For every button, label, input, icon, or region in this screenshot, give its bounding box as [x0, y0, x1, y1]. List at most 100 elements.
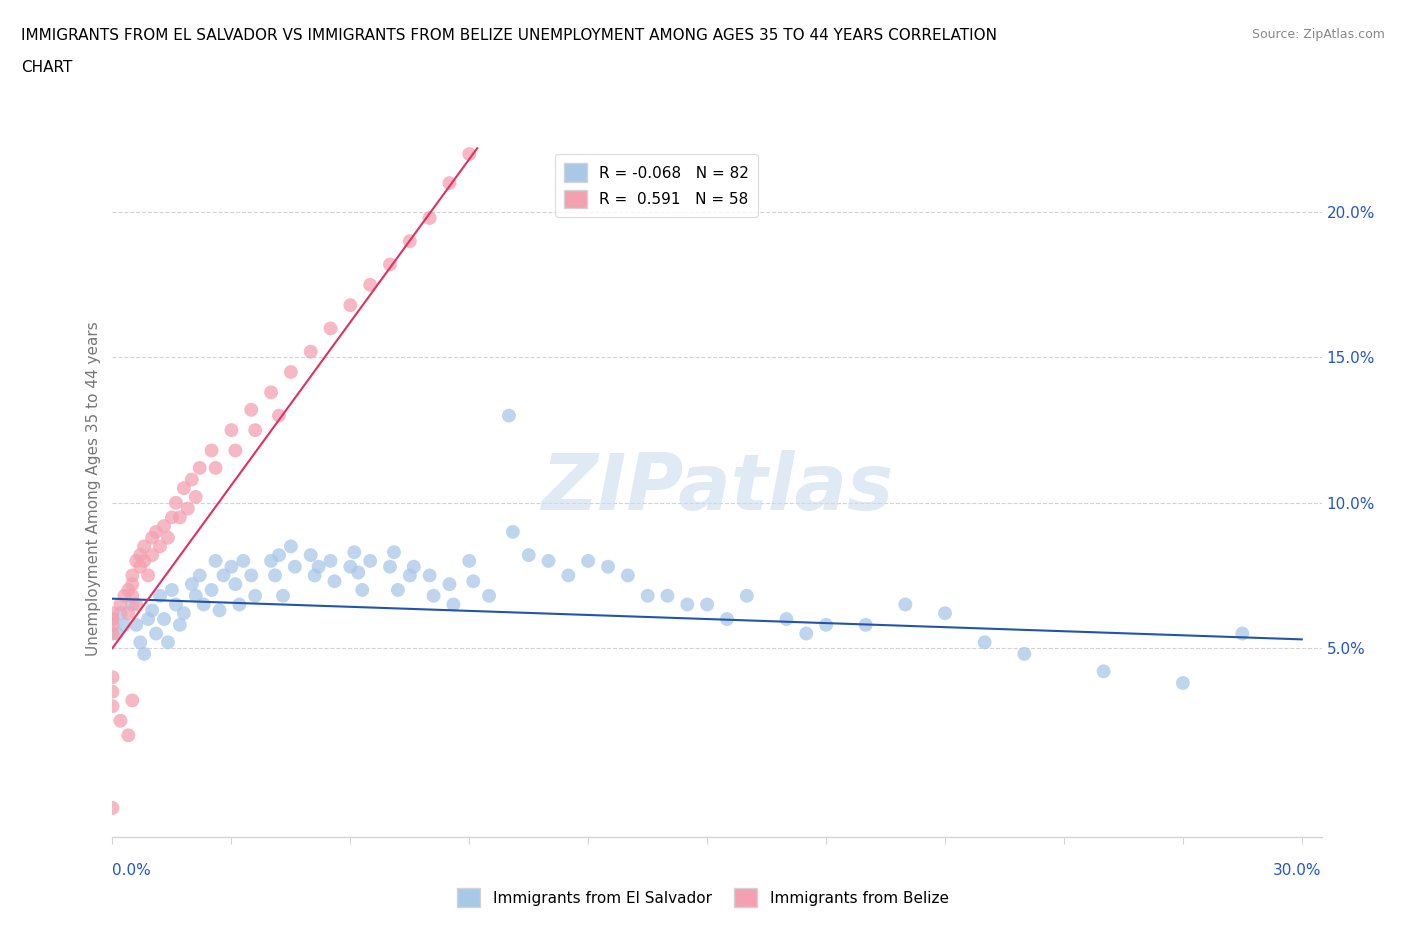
Point: [101, 612, 124, 627]
Point: [323, 574, 346, 589]
Point: [156, 530, 179, 545]
Point: [160, 582, 183, 597]
Point: [271, 589, 294, 604]
Point: [398, 568, 420, 583]
Point: [125, 597, 148, 612]
Point: [308, 559, 330, 574]
Point: [125, 618, 148, 632]
Text: ZIPatlas: ZIPatlas: [541, 450, 893, 526]
Point: [105, 626, 128, 641]
Point: [352, 582, 374, 597]
Point: [188, 460, 211, 475]
Point: [441, 597, 464, 612]
Point: [204, 460, 226, 475]
Point: [188, 568, 211, 583]
Point: [101, 801, 124, 816]
Point: [141, 530, 163, 545]
Point: [136, 612, 159, 627]
Point: [1014, 646, 1036, 661]
Point: [200, 443, 222, 458]
Point: [193, 597, 215, 612]
Point: [304, 568, 326, 583]
Point: [101, 612, 124, 627]
Point: [141, 603, 163, 618]
Point: [153, 519, 176, 534]
Point: [117, 728, 139, 743]
Point: [112, 589, 135, 604]
Point: [458, 553, 481, 568]
Point: [180, 472, 202, 487]
Point: [101, 670, 124, 684]
Point: [419, 210, 441, 225]
Point: [617, 568, 640, 583]
Point: [517, 548, 540, 563]
Point: [463, 574, 485, 589]
Point: [177, 501, 200, 516]
Point: [112, 618, 135, 632]
Point: [134, 538, 156, 553]
Point: [110, 597, 132, 612]
Point: [794, 626, 817, 641]
Point: [173, 605, 195, 620]
Point: [121, 693, 143, 708]
Point: [537, 553, 560, 568]
Point: [224, 577, 246, 591]
Point: [136, 568, 159, 583]
Point: [173, 481, 195, 496]
Point: [121, 577, 143, 591]
Point: [280, 365, 302, 379]
Point: [973, 635, 995, 650]
Point: [156, 635, 179, 650]
Text: CHART: CHART: [21, 60, 73, 75]
Point: [101, 684, 124, 699]
Point: [775, 612, 797, 627]
Point: [245, 589, 267, 604]
Point: [637, 589, 659, 604]
Point: [422, 589, 444, 604]
Point: [221, 422, 243, 438]
Point: [267, 408, 290, 423]
Point: [359, 277, 381, 292]
Point: [1171, 675, 1194, 690]
Point: [125, 553, 148, 568]
Point: [121, 589, 143, 604]
Point: [101, 618, 124, 632]
Point: [240, 568, 263, 583]
Point: [221, 559, 243, 574]
Point: [894, 597, 917, 612]
Point: [439, 577, 461, 591]
Point: [419, 568, 441, 583]
Point: [378, 257, 401, 272]
Point: [204, 553, 226, 568]
Point: [359, 553, 381, 568]
Point: [101, 626, 124, 641]
Text: IMMIGRANTS FROM EL SALVADOR VS IMMIGRANTS FROM BELIZE UNEMPLOYMENT AMONG AGES 35: IMMIGRANTS FROM EL SALVADOR VS IMMIGRANT…: [21, 28, 997, 43]
Point: [228, 597, 250, 612]
Point: [735, 589, 758, 604]
Point: [101, 698, 124, 713]
Point: [339, 559, 361, 574]
Point: [117, 582, 139, 597]
Point: [299, 548, 322, 563]
Point: [815, 618, 838, 632]
Point: [319, 321, 342, 336]
Point: [378, 559, 401, 574]
Point: [200, 582, 222, 597]
Point: [382, 545, 405, 560]
Point: [145, 626, 167, 641]
Point: [149, 589, 172, 604]
Point: [180, 577, 202, 591]
Point: [696, 597, 718, 612]
Point: [208, 603, 231, 618]
Point: [121, 568, 143, 583]
Point: [153, 612, 176, 627]
Point: [121, 597, 143, 612]
Point: [165, 496, 187, 511]
Point: [101, 605, 124, 620]
Point: [576, 553, 599, 568]
Point: [267, 548, 290, 563]
Point: [398, 233, 420, 248]
Point: [280, 538, 302, 553]
Point: [184, 589, 207, 604]
Point: [160, 510, 183, 525]
